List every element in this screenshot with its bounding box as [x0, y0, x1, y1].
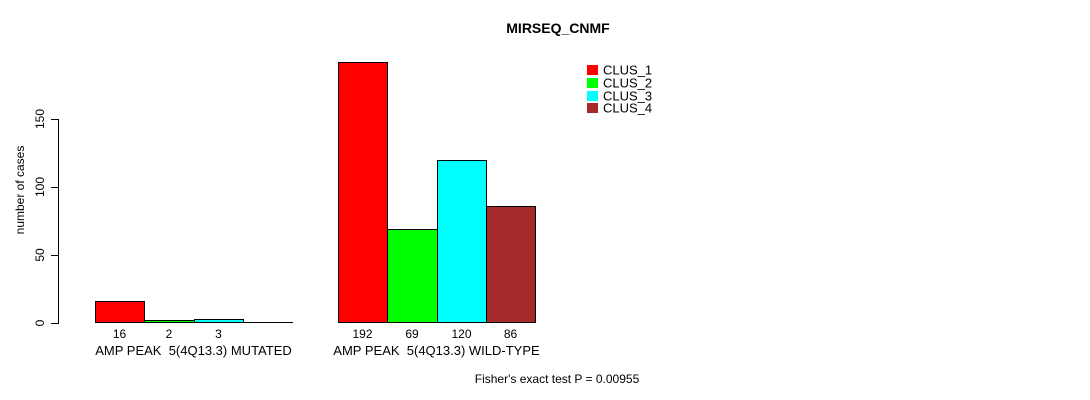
y-axis-tick [51, 255, 58, 256]
bar-value-label: 192 [352, 327, 373, 341]
y-axis-tick-label: 100 [33, 176, 47, 198]
bar-CLUS_1 [95, 301, 145, 323]
annotation-fisher-test: Fisher's exact test P = 0.00955 [474, 372, 640, 386]
bar-CLUS_2 [387, 229, 438, 323]
bar-CLUS_4 [486, 206, 536, 323]
bar-value-label: 69 [405, 327, 419, 341]
bar-CLUS_2 [144, 320, 195, 323]
bar-CLUS_4 [243, 322, 293, 323]
bar-value-label: 16 [112, 327, 127, 341]
y-axis-tick-label: 0 [33, 319, 47, 327]
x-category-label: AMP PEAK 5(4Q13.3) MUTATED [95, 343, 292, 358]
bar-CLUS_3 [194, 319, 244, 323]
y-axis-label: number of cases [13, 145, 27, 235]
legend-label-CLUS_2: CLUS_2 [603, 75, 653, 91]
bar-value-label: 86 [503, 327, 518, 341]
legend-swatch-CLUS_1 [587, 65, 598, 75]
legend-swatch-CLUS_4 [587, 103, 598, 114]
legend-label-CLUS_1: CLUS_1 [603, 62, 653, 78]
y-axis-tick [51, 323, 58, 324]
bar-value-label: 2 [165, 327, 173, 341]
bar-CLUS_3 [437, 160, 487, 323]
y-axis-tick-label: 50 [33, 248, 47, 262]
chart-title: MIRSEQ_CNMF [506, 20, 610, 36]
x-category-label: AMP PEAK 5(4Q13.3) WILD-TYPE [333, 343, 540, 358]
y-axis-tick [51, 119, 58, 120]
bar-value-label: 3 [215, 327, 222, 341]
legend-label-CLUS_3: CLUS_3 [603, 88, 653, 104]
legend-swatch-CLUS_3 [587, 90, 598, 101]
y-axis-line [58, 119, 59, 324]
legend-swatch-CLUS_2 [587, 77, 598, 88]
y-axis-tick-label: 150 [33, 108, 47, 130]
y-axis-tick [51, 187, 58, 188]
bar-CLUS_1 [338, 62, 388, 323]
bar-value-label: 120 [451, 327, 472, 341]
legend-label-CLUS_4: CLUS_4 [603, 100, 653, 116]
